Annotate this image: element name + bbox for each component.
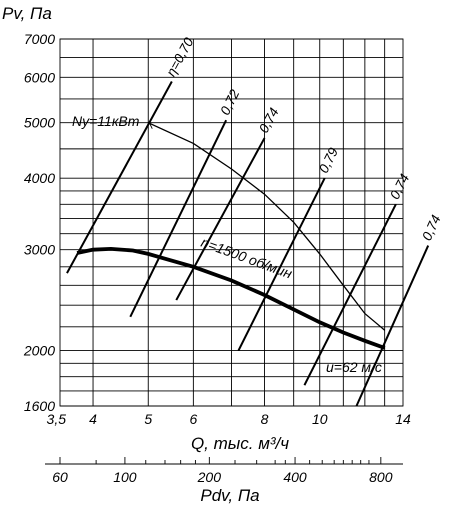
pdv-tick-label: 60 bbox=[52, 469, 68, 485]
efficiency-line bbox=[129, 119, 228, 318]
x-tick-label: 8 bbox=[261, 411, 269, 427]
pdv-tick-label: 800 bbox=[369, 469, 393, 485]
x-tick-label: 4 bbox=[89, 411, 97, 427]
power-annotation: Ny=11кВт bbox=[72, 113, 140, 129]
efficiency-lines bbox=[66, 81, 430, 407]
y-tick-label: 1600 bbox=[24, 398, 55, 414]
y-tick-label: 6000 bbox=[24, 69, 55, 85]
x-axis-title: Q, тыс. м³/ч bbox=[191, 434, 289, 453]
x-tick-label: 5 bbox=[144, 411, 152, 427]
y-tick-label: 4000 bbox=[24, 170, 55, 186]
y-axis-title: Pv, Па bbox=[2, 4, 52, 23]
efficiency-line bbox=[355, 245, 430, 407]
y-tick-label: 3000 bbox=[24, 242, 55, 258]
efficiency-label: 0,74 bbox=[419, 213, 443, 243]
pdv-axis-title: Pdv, Па bbox=[200, 486, 259, 505]
pdv-tick-label: 200 bbox=[197, 469, 222, 485]
x-tick-label: 6 bbox=[189, 411, 197, 427]
x-tick-label: 3,5 bbox=[47, 411, 67, 427]
y-tick-label: 2000 bbox=[23, 343, 55, 359]
grid bbox=[45, 38, 404, 465]
efficiency-line bbox=[175, 137, 266, 301]
y-tick-label: 5000 bbox=[24, 115, 55, 131]
efficiency-label: 0,72 bbox=[217, 87, 242, 118]
efficiency-label: 0,74 bbox=[256, 105, 282, 135]
y-tick-label: 7000 bbox=[24, 31, 55, 47]
pdv-tick-label: 400 bbox=[283, 469, 307, 485]
x-tick-label: 14 bbox=[395, 411, 411, 427]
pdv-tick-label: 100 bbox=[113, 469, 137, 485]
efficiency-line bbox=[66, 81, 173, 274]
efficiency-label: 0,74 bbox=[387, 171, 412, 201]
pressure-curve bbox=[76, 246, 386, 350]
efficiency-label: η=0,70 bbox=[163, 35, 196, 79]
power-leader bbox=[149, 123, 153, 129]
tip-speed-annotation: u=62 м/с bbox=[326, 359, 382, 375]
x-tick-label: 10 bbox=[312, 411, 328, 427]
performance-curves bbox=[76, 122, 386, 350]
efficiency-line bbox=[237, 177, 326, 351]
power-curve bbox=[147, 122, 386, 331]
